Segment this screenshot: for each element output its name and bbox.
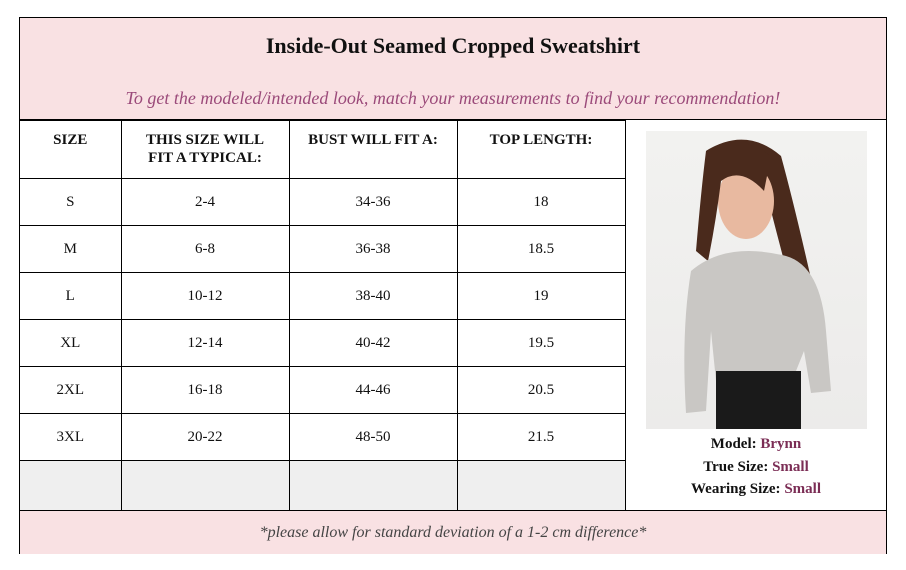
size-chart: Inside-Out Seamed Cropped Sweatshirt To … [19,17,887,554]
wearing-size: Small [784,481,821,497]
column-header: TOP LENGTH: [456,120,626,179]
table-cell: 2-4 [120,178,290,226]
empty-cell [20,460,122,511]
column-header: BUST WILL FIT A: [288,120,458,179]
empty-cell [120,460,290,511]
table-cell: 20-22 [120,413,290,461]
table-cell: 2XL [20,366,122,414]
table-cell: 3XL [20,413,122,461]
table-row: M 6-8 36-38 18.5 [20,225,626,273]
table-cell: 21.5 [456,413,626,461]
table-row: 3XL 20-22 48-50 21.5 [20,413,626,461]
column-header: THIS SIZE WILL FIT A TYPICAL: [120,120,290,179]
table-row: XL 12-14 40-42 19.5 [20,319,626,367]
table-cell: 36-38 [288,225,458,273]
table-cell: 16-18 [120,366,290,414]
table-cell: S [20,178,122,226]
model-photo [646,131,867,429]
table-cell: 44-46 [288,366,458,414]
empty-cell [456,460,626,511]
table-cell: 10-12 [120,272,290,320]
wearing-size-label: Wearing Size: [690,481,781,497]
table-cell: 12-14 [120,319,290,367]
table-cell: 48-50 [288,413,458,461]
table-cell: 38-40 [288,272,458,320]
table-cell: XL [20,319,122,367]
chart-title: Inside-Out Seamed Cropped Sweatshirt [265,33,641,58]
table-cell: 20.5 [456,366,626,414]
empty-row [20,460,626,511]
table-cell: 19 [456,272,626,320]
table-row: 2XL 16-18 44-46 20.5 [20,366,626,414]
model-label: Model: [710,436,757,452]
column-header: SIZE [20,120,122,179]
table-cell: M [20,225,122,273]
empty-cell [288,460,458,511]
table-cell: L [20,272,122,320]
chart-subtitle: To get the modeled/intended look, match … [125,88,781,108]
table-row: L 10-12 38-40 19 [20,272,626,320]
table-cell: 34-36 [288,178,458,226]
model-panel: Model: Brynn True Size: Small Wearing Si… [626,120,886,510]
table-cell: 40-42 [288,319,458,367]
table-cell: 18 [456,178,626,226]
table-row: S 2-4 34-36 18 [20,178,626,226]
table-cell: 6-8 [120,225,290,273]
table-cell: 18.5 [456,225,626,273]
table-cell: 19.5 [456,319,626,367]
size-table: SIZE THIS SIZE WILL FIT A TYPICAL: BUST … [20,120,626,511]
model-name: Brynn [760,436,802,452]
true-size: Small [772,458,809,475]
true-size-label: True Size: [703,458,769,475]
chart-header: Inside-Out Seamed Cropped Sweatshirt To … [20,18,886,120]
model-info: Model: Brynn True Size: Small Wearing Si… [626,433,886,501]
footer-note: *please allow for standard deviation of … [20,510,886,554]
